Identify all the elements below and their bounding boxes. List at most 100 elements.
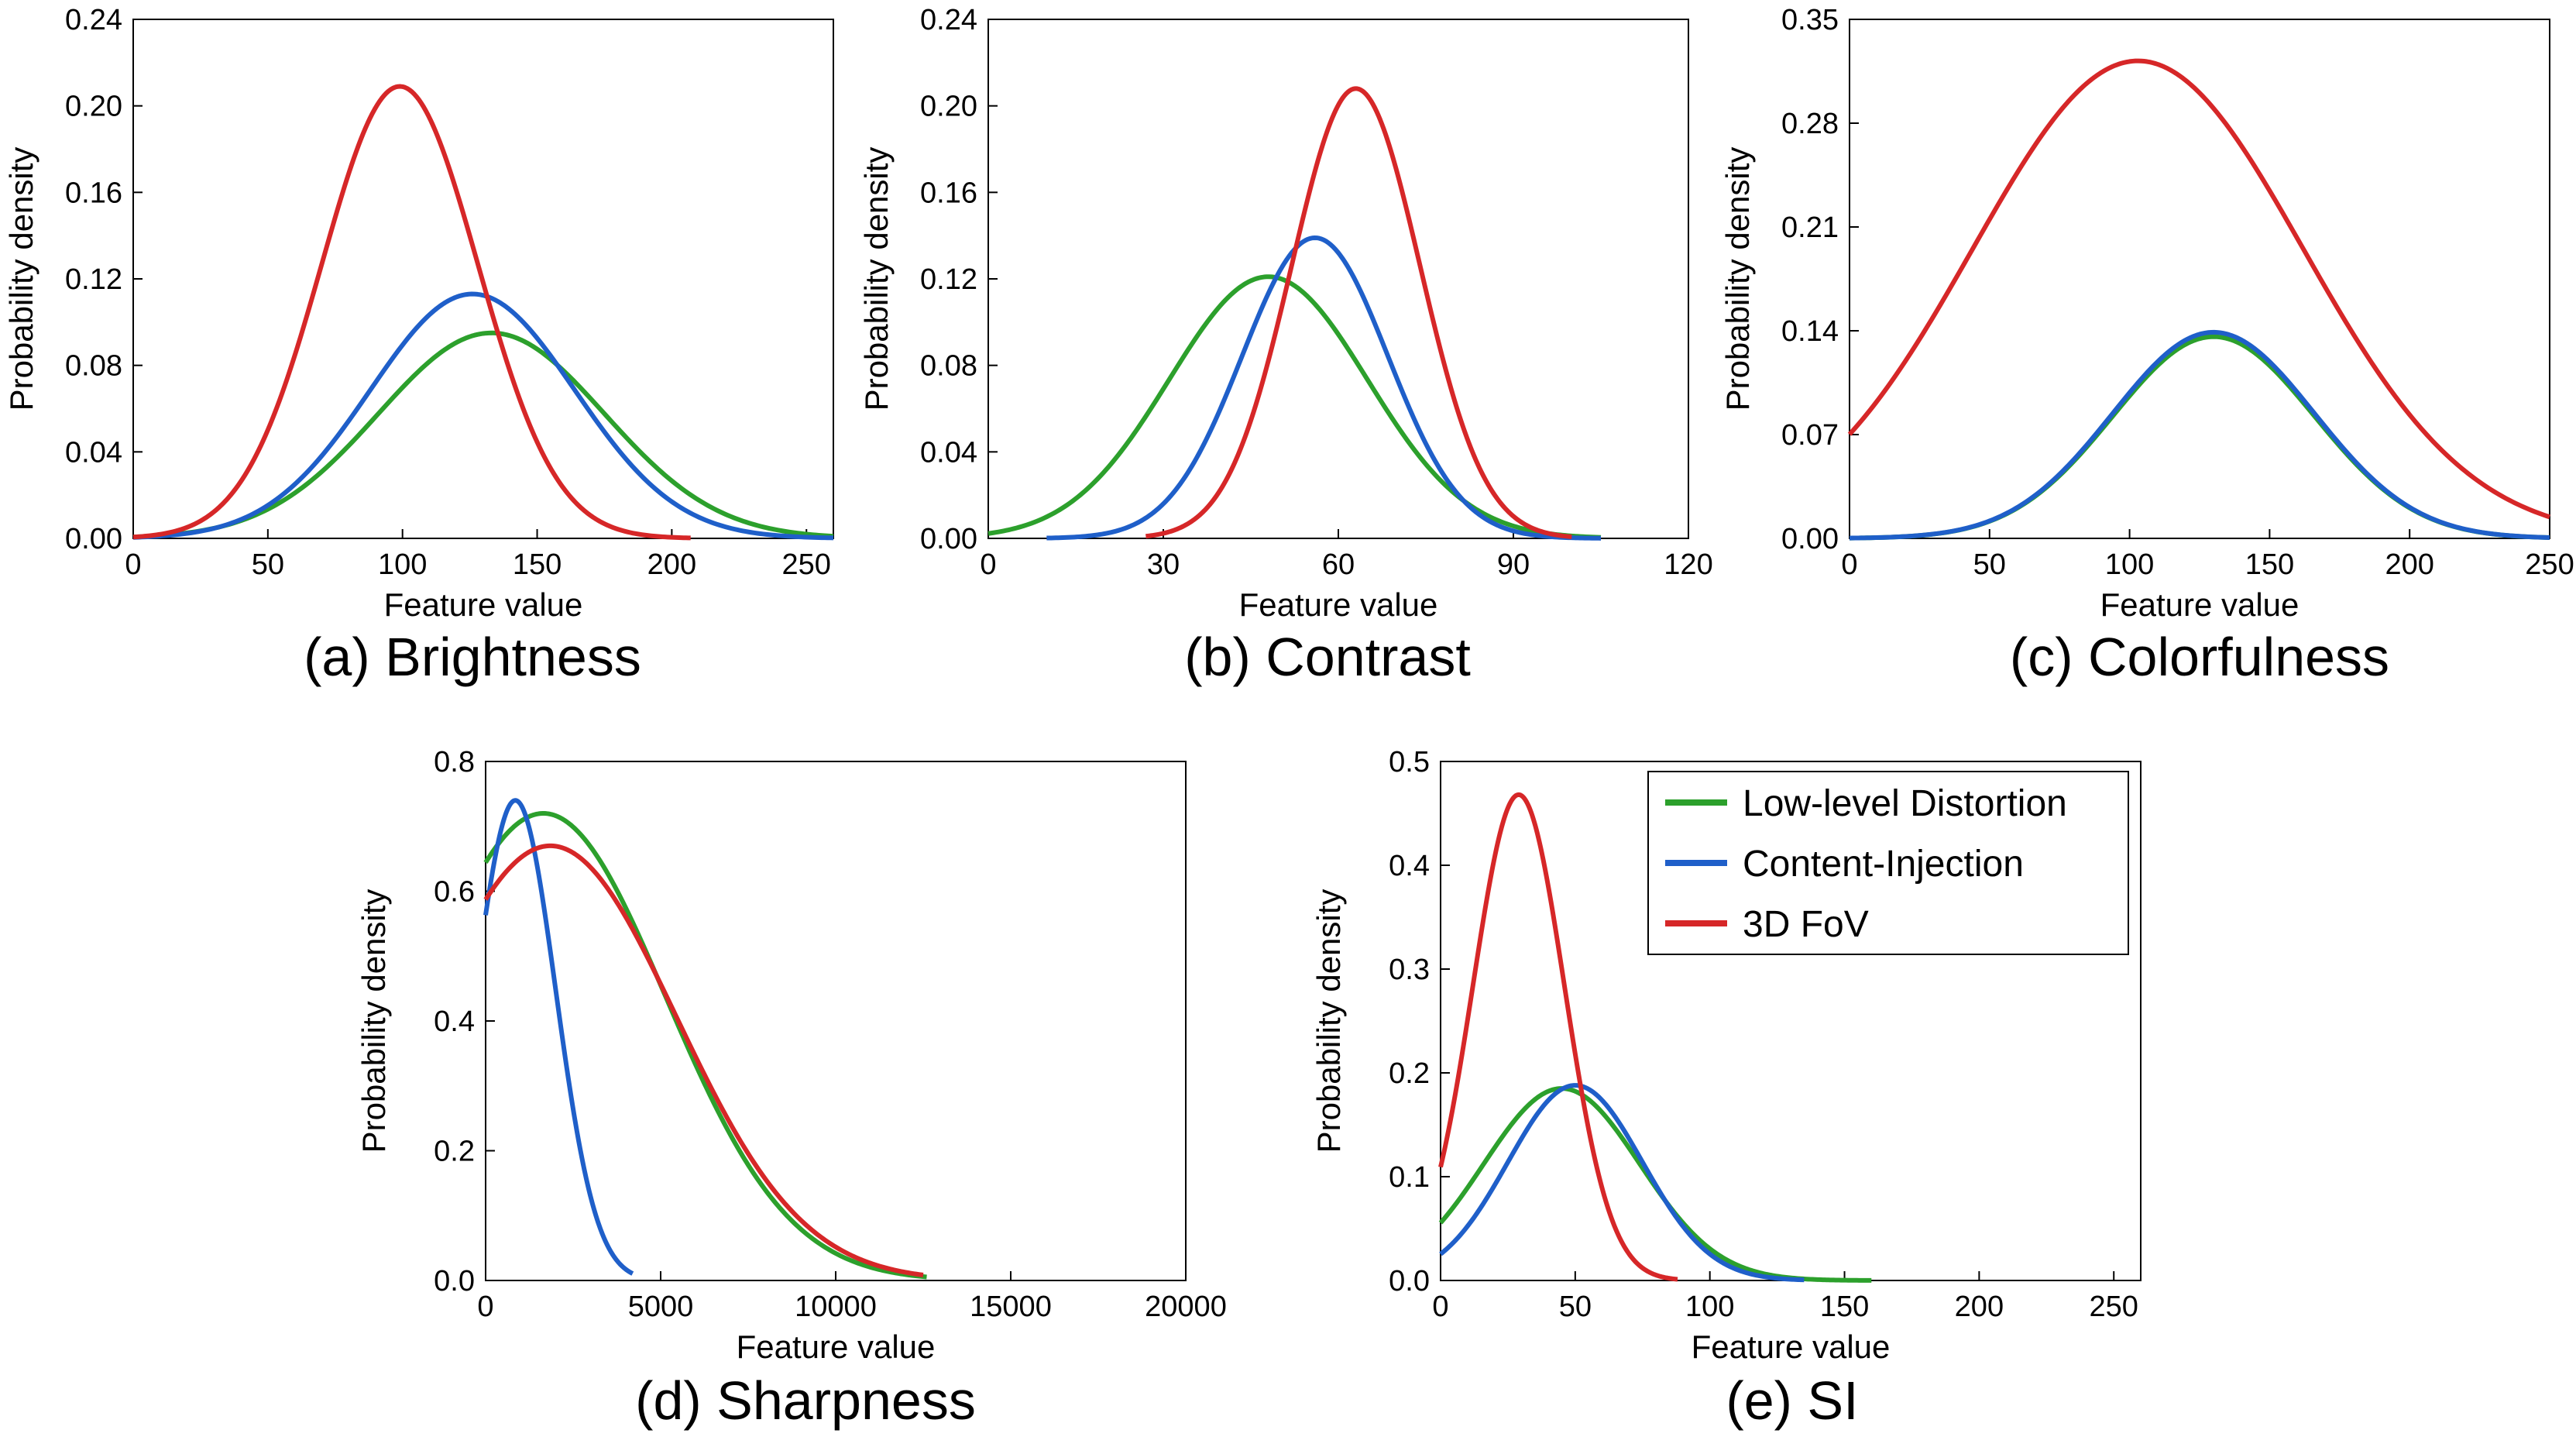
x-tick-label: 0 xyxy=(1432,1291,1448,1323)
panel-caption: (c) Colorfulness xyxy=(2010,627,2389,687)
x-tick-label: 200 xyxy=(1955,1291,2004,1323)
x-axis-label: Feature value xyxy=(2100,586,2300,623)
x-tick-label: 250 xyxy=(2090,1291,2138,1323)
x-tick-label: 50 xyxy=(1973,548,2006,581)
panel-caption: (d) Sharpness xyxy=(635,1370,976,1431)
y-tick-label: 0.35 xyxy=(1781,4,1839,36)
y-tick-label: 0.28 xyxy=(1781,108,1839,140)
y-tick-label: 0.2 xyxy=(434,1136,475,1168)
x-tick-label: 30 xyxy=(1147,548,1180,581)
y-tick-label: 0.16 xyxy=(920,177,977,209)
y-tick-label: 0.04 xyxy=(920,436,977,469)
y-tick-label: 0.2 xyxy=(1389,1057,1430,1090)
x-tick-label: 60 xyxy=(1322,548,1355,581)
y-axis-label: Probability density xyxy=(355,889,392,1153)
series-line-content-injection xyxy=(1439,1083,1805,1283)
y-tick-label: 0.20 xyxy=(65,91,122,123)
y-tick-label: 0.00 xyxy=(65,523,122,555)
panel-caption: (a) Brightness xyxy=(304,627,641,687)
y-tick-label: 0.1 xyxy=(1389,1161,1430,1194)
y-tick-label: 0.12 xyxy=(65,263,122,296)
x-tick-label: 15000 xyxy=(970,1291,1052,1323)
x-tick-label: 150 xyxy=(2245,548,2294,581)
x-axis-label: Feature value xyxy=(1692,1329,1891,1365)
series-line-low-level-distortion xyxy=(483,811,928,1280)
panel-caption: (b) Contrast xyxy=(1184,627,1471,687)
x-tick-label: 200 xyxy=(647,548,696,581)
y-tick-label: 0.0 xyxy=(1389,1265,1430,1298)
panel-caption: (e) SI xyxy=(1726,1370,1858,1431)
series-line-content-injection xyxy=(483,798,635,1276)
x-tick-label: 50 xyxy=(252,548,284,581)
legend-label: Content-Injection xyxy=(1743,844,2024,885)
plot-frame xyxy=(987,19,1689,539)
x-tick-label: 90 xyxy=(1497,548,1530,581)
x-tick-label: 10000 xyxy=(795,1291,877,1323)
y-tick-label: 0.4 xyxy=(1389,850,1430,882)
y-tick-label: 0.5 xyxy=(1389,746,1430,779)
series-line-content-injection xyxy=(1849,329,2550,541)
y-tick-label: 0.24 xyxy=(920,4,977,36)
panel-colorfulness: 0 50 100 150 200 250 0.00 0.07 0.14 0.21 0.28 0.35 F… xyxy=(1719,4,2574,687)
x-tick-label: 100 xyxy=(378,548,427,581)
series-line-low-level-distortion xyxy=(1849,334,2550,541)
y-tick-label: 0.4 xyxy=(434,1005,475,1038)
legend: Low-level Distortion Content-Injection 3D … xyxy=(1647,771,2129,955)
series-line-low-level-distortion xyxy=(987,274,1602,540)
y-tick-label: 0.00 xyxy=(920,523,977,555)
y-tick-label: 0.24 xyxy=(65,4,122,36)
y-tick-label: 0.08 xyxy=(920,350,977,383)
x-axis-label: Feature value xyxy=(384,586,583,623)
panel-contrast: 0 30 60 90 120 0.00 0.04 0.08 0.12 0.16 0.20 0.24 Fe… xyxy=(858,4,1713,687)
x-tick-label: 5000 xyxy=(628,1291,694,1323)
y-axis-label: Probability density xyxy=(3,147,39,411)
plot-frame xyxy=(1849,19,2550,539)
y-tick-label: 0.6 xyxy=(434,876,475,909)
x-tick-label: 0 xyxy=(477,1291,493,1323)
y-tick-label: 0.08 xyxy=(65,350,122,383)
y-tick-label: 0.14 xyxy=(1781,315,1839,348)
series-line-3d-fov xyxy=(1145,86,1573,539)
y-axis-label: Probability density xyxy=(858,147,895,411)
y-tick-label: 0.8 xyxy=(434,746,475,779)
y-tick-label: 0.3 xyxy=(1389,954,1430,986)
y-axis-label: Probability density xyxy=(1719,147,1756,411)
x-tick-label: 150 xyxy=(1820,1291,1869,1323)
x-tick-label: 0 xyxy=(1841,548,1857,581)
x-tick-label: 100 xyxy=(1685,1291,1734,1323)
y-tick-label: 0.0 xyxy=(434,1265,475,1298)
series-line-3d-fov xyxy=(1847,58,2550,520)
series-line-content-injection xyxy=(132,291,834,541)
series-line-low-level-distortion xyxy=(132,330,834,540)
x-tick-label: 20000 xyxy=(1145,1291,1227,1323)
legend-box xyxy=(1647,771,2129,955)
x-tick-label: 0 xyxy=(980,548,996,581)
y-tick-label: 0.04 xyxy=(65,436,122,469)
x-tick-label: 250 xyxy=(782,548,831,581)
series-line-3d-fov xyxy=(132,84,691,541)
x-tick-label: 200 xyxy=(2385,548,2433,581)
y-axis-label: Probability density xyxy=(1310,889,1347,1153)
panel-brightness: 0 50 100 150 200 250 0.00 0.04 0.08 0.12 0.16 0.20 0… xyxy=(3,4,834,687)
y-tick-label: 0.07 xyxy=(1781,419,1839,452)
legend-label: 3D FoV xyxy=(1743,904,1869,945)
x-axis-label: Feature value xyxy=(1239,586,1438,623)
y-tick-label: 0.12 xyxy=(920,263,977,296)
x-tick-label: 100 xyxy=(2105,548,2154,581)
y-tick-label: 0.21 xyxy=(1781,211,1839,244)
x-tick-label: 50 xyxy=(1559,1291,1592,1323)
x-axis-label: Feature value xyxy=(737,1329,936,1365)
x-tick-label: 120 xyxy=(1664,548,1712,581)
x-tick-label: 0 xyxy=(125,548,141,581)
panel-si: 0 50 100 150 200 250 0.0 0.1 0.2 0.3 0.4 0.5 Feature… xyxy=(1310,746,2142,1431)
series-line-content-injection xyxy=(1046,235,1602,541)
y-tick-label: 0.00 xyxy=(1781,523,1839,555)
series-line-3d-fov xyxy=(1438,792,1679,1282)
legend-label: Low-level Distortion xyxy=(1743,783,2067,824)
y-tick-label: 0.16 xyxy=(65,177,122,209)
y-tick-label: 0.20 xyxy=(920,91,977,123)
series-line-3d-fov xyxy=(483,843,924,1277)
x-tick-label: 250 xyxy=(2525,548,2574,581)
panel-sharpness: 0 5000 10000 15000 20000 0.0 0.2 0.4 0.6 0.8 Featu… xyxy=(355,746,1227,1431)
